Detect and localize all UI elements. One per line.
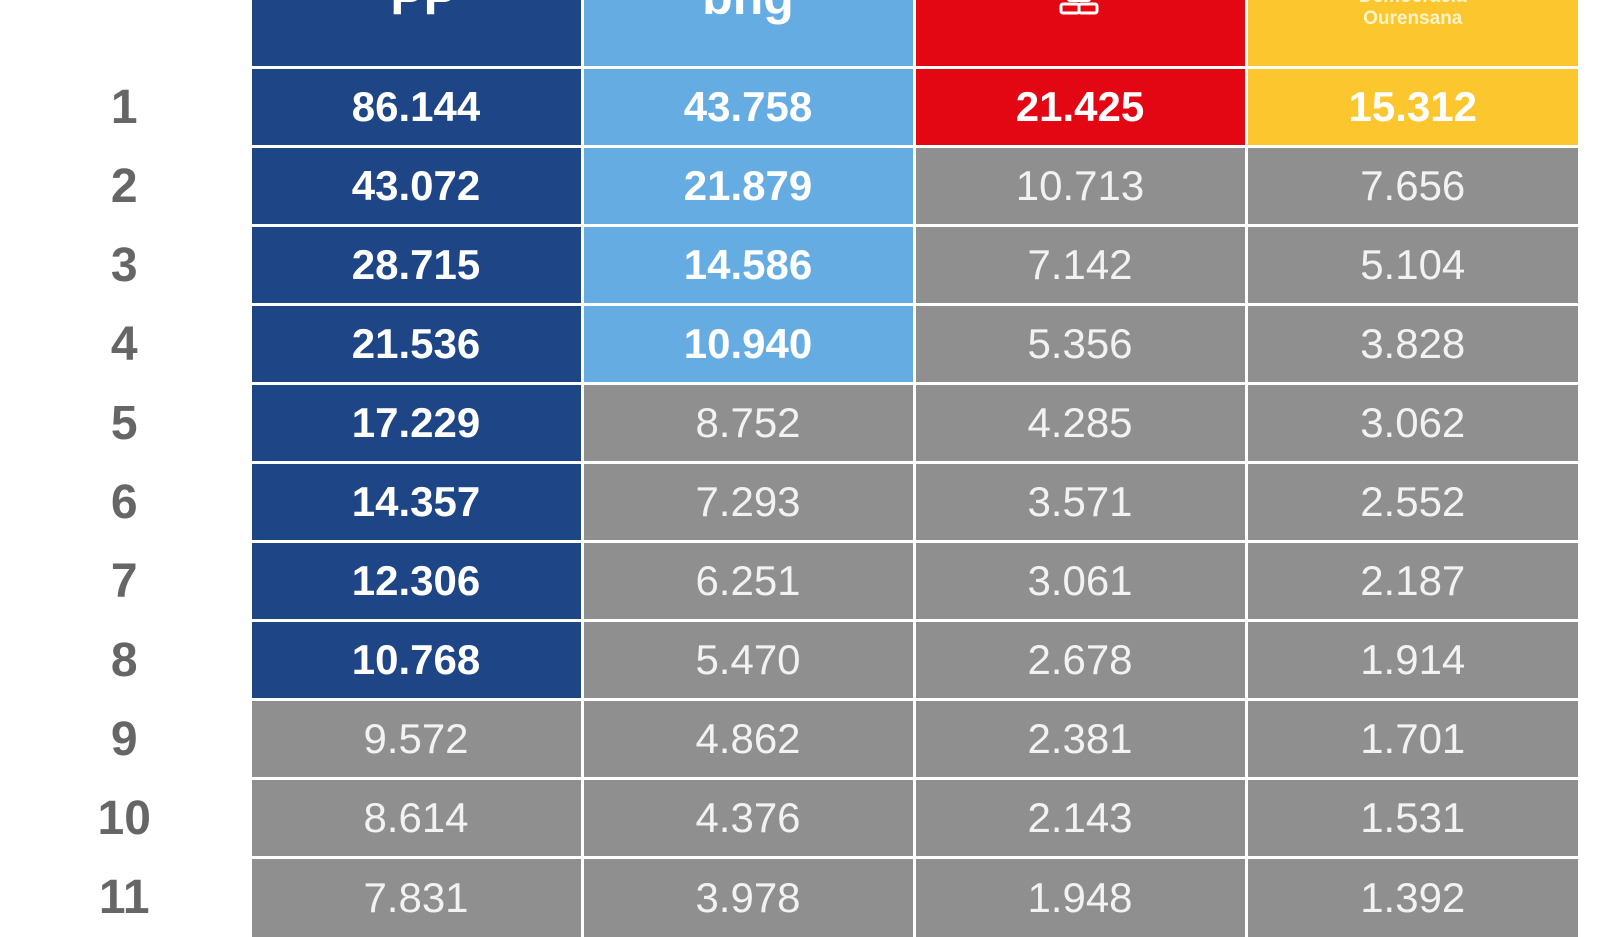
- bng-quotient-cell: 21.879: [580, 145, 914, 226]
- pp-quotient-cell: 86.144: [248, 66, 582, 147]
- table-row: 8 10.768 5.470 2.678 1.914: [0, 619, 1578, 700]
- table-row: 5 17.229 8.752 4.285 3.062: [0, 382, 1578, 463]
- bng-header: bng: [580, 0, 914, 68]
- party-header-row: ‹PP bng Democracia Ourensana: [0, 0, 1578, 68]
- divisor-cell: 10: [0, 778, 250, 858]
- divisor-cell: 9: [0, 699, 250, 779]
- divisor-cell: 1: [0, 67, 250, 147]
- pp-quotient-cell: 8.614: [248, 777, 582, 858]
- pp-quotient-cell: 28.715: [248, 224, 582, 305]
- do-header: Democracia Ourensana: [1244, 0, 1578, 68]
- pp-quotient-cell: 17.229: [248, 382, 582, 463]
- do-quotient-cell: 3.062: [1244, 382, 1578, 463]
- table-row: 7 12.306 6.251 3.061 2.187: [0, 540, 1578, 621]
- do-quotient-cell: 15.312: [1244, 66, 1578, 147]
- psoe-quotient-cell: 2.678: [912, 619, 1246, 700]
- bng-logo: bng: [585, 0, 913, 22]
- do-quotient-cell: 3.828: [1244, 303, 1578, 384]
- divisor-label: 3: [110, 238, 138, 292]
- psoe-quotient-cell: 7.142: [912, 224, 1246, 305]
- do-quotient-cell: 1.392: [1244, 856, 1578, 937]
- bng-quotient-cell: 6.251: [580, 540, 914, 621]
- do-quotient-cell: 2.552: [1244, 461, 1578, 542]
- divisor-cell: 7: [0, 541, 250, 621]
- bng-quotient-cell: 8.752: [580, 382, 914, 463]
- psoe-quotient-cell: 2.381: [912, 698, 1246, 779]
- psoe-quotient-cell: 21.425: [912, 66, 1246, 147]
- divisor-cell: 3: [0, 225, 250, 305]
- bng-quotient-cell: 5.470: [580, 619, 914, 700]
- pp-logo-arrow-icon: ‹: [375, 0, 386, 10]
- pp-logo: ‹PP: [253, 0, 581, 22]
- bng-quotient-cell: 14.586: [580, 224, 914, 305]
- divisor-label: 5: [110, 396, 138, 450]
- bng-quotient-cell: 4.862: [580, 698, 914, 779]
- bng-quotient-cell: 43.758: [580, 66, 914, 147]
- divisor-cell: 11: [0, 857, 250, 937]
- table-body: 1 86.144 43.758 21.425 15.312 2 43.072 21.879 10…: [0, 66, 1578, 937]
- table-row: 10 8.614 4.376 2.143 1.531: [0, 777, 1578, 858]
- psoe-quotient-cell: 10.713: [912, 145, 1246, 226]
- do-quotient-cell: 5.104: [1244, 224, 1578, 305]
- psoe-quotient-cell: 2.143: [912, 777, 1246, 858]
- divisor-cell: 2: [0, 146, 250, 226]
- table-row: 4 21.536 10.940 5.356 3.828: [0, 303, 1578, 384]
- divisor-label: 7: [110, 554, 138, 608]
- divisor-label: 4: [110, 317, 138, 371]
- do-quotient-cell: 1.701: [1244, 698, 1578, 779]
- bng-quotient-cell: 10.940: [580, 303, 914, 384]
- divisor-label: 1: [110, 80, 138, 134]
- divisor-label: 9: [110, 712, 138, 766]
- psoe-quotient-cell: 5.356: [912, 303, 1246, 384]
- pp-quotient-cell: 14.357: [248, 461, 582, 542]
- do-logo: Democracia Ourensana: [1359, 0, 1467, 29]
- do-quotient-cell: 1.914: [1244, 619, 1578, 700]
- do-quotient-cell: 7.656: [1244, 145, 1578, 226]
- do-quotient-cell: 2.187: [1244, 540, 1578, 621]
- table-row: 11 7.831 3.978 1.948 1.392: [0, 856, 1578, 937]
- pp-quotient-cell: 21.536: [248, 303, 582, 384]
- table-row: 6 14.357 7.293 3.571 2.552: [0, 461, 1578, 542]
- table-row: 2 43.072 21.879 10.713 7.656: [0, 145, 1578, 226]
- pp-quotient-cell: 43.072: [248, 145, 582, 226]
- pp-quotient-cell: 10.768: [248, 619, 582, 700]
- bng-quotient-cell: 4.376: [580, 777, 914, 858]
- divisor-label: 2: [110, 159, 138, 213]
- table-row: 9 9.572 4.862 2.381 1.701: [0, 698, 1578, 779]
- psoe-quotient-cell: 1.948: [912, 856, 1246, 937]
- pp-quotient-cell: 7.831: [248, 856, 582, 937]
- divisor-label: 11: [98, 870, 150, 924]
- pp-quotient-cell: 12.306: [248, 540, 582, 621]
- divisor-cell: 6: [0, 462, 250, 542]
- rank-header: [0, 0, 250, 68]
- pp-quotient-cell: 9.572: [248, 698, 582, 779]
- divisor-label: 6: [110, 475, 138, 529]
- divisor-label: 8: [110, 633, 138, 687]
- do-quotient-cell: 1.531: [1244, 777, 1578, 858]
- psoe-quotient-cell: 4.285: [912, 382, 1246, 463]
- divisor-cell: 4: [0, 304, 250, 384]
- divisor-cell: 8: [0, 620, 250, 700]
- bng-quotient-cell: 7.293: [580, 461, 914, 542]
- divisor-label: 10: [97, 791, 151, 845]
- psoe-header: [912, 0, 1246, 68]
- bng-quotient-cell: 3.978: [580, 856, 914, 937]
- pp-header: ‹PP: [248, 0, 582, 68]
- psoe-rose-icon: [1059, 0, 1099, 15]
- psoe-quotient-cell: 3.061: [912, 540, 1246, 621]
- table-row: 3 28.715 14.586 7.142 5.104: [0, 224, 1578, 305]
- psoe-quotient-cell: 3.571: [912, 461, 1246, 542]
- divisor-cell: 5: [0, 383, 250, 463]
- table-row: 1 86.144 43.758 21.425 15.312: [0, 66, 1578, 147]
